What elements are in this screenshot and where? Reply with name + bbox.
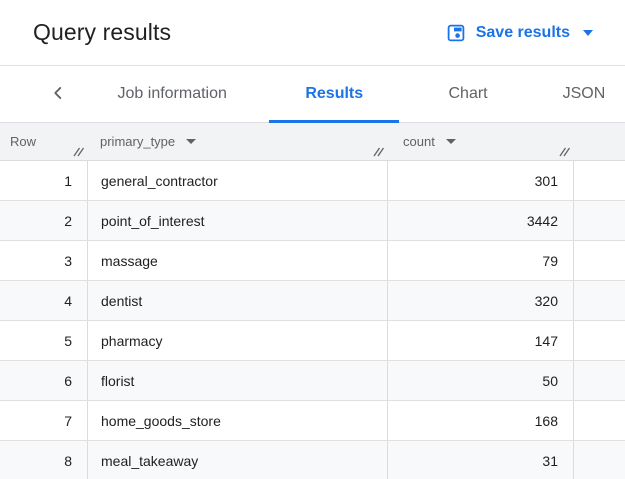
table-row: 1 general_contractor 301 xyxy=(0,161,625,201)
tab-label: Chart xyxy=(448,85,488,102)
count-cell: 50 xyxy=(387,361,573,400)
tab-bar: Job information Results Chart JSON xyxy=(0,66,625,123)
caret-down-icon xyxy=(445,139,456,144)
primary-type-cell: general_contractor xyxy=(87,161,387,200)
primary-type-cell: home_goods_store xyxy=(87,401,387,440)
filler-cell xyxy=(573,441,625,479)
row-number-cell: 6 xyxy=(64,372,72,389)
count-cell: 147 xyxy=(387,321,573,360)
row-number-cell: 5 xyxy=(64,332,72,349)
filler-cell xyxy=(573,281,625,320)
row-number-cell: 1 xyxy=(64,172,72,189)
count-cell: 168 xyxy=(387,401,573,440)
primary-type-cell: point_of_interest xyxy=(87,201,387,240)
column-label: count xyxy=(403,134,435,149)
row-number-cell: 3 xyxy=(64,252,72,269)
filler-cell xyxy=(573,241,625,280)
table-row: 6 florist 50 xyxy=(0,361,625,401)
row-number-cell: 8 xyxy=(64,452,72,469)
column-header-primary-type[interactable]: primary_type xyxy=(87,123,387,160)
back-button[interactable] xyxy=(40,66,75,122)
column-label: primary_type xyxy=(100,134,176,149)
primary-type-cell: massage xyxy=(87,241,387,280)
column-header-filler xyxy=(573,123,625,160)
column-header-row: Row xyxy=(0,123,87,160)
table-row: 3 massage 79 xyxy=(0,241,625,281)
primary-type-cell: florist xyxy=(87,361,387,400)
table-row: 8 meal_takeaway 31 xyxy=(0,441,625,479)
count-cell: 31 xyxy=(387,441,573,479)
count-cell: 301 xyxy=(387,161,573,200)
caret-down-icon xyxy=(583,29,593,36)
save-results-button[interactable]: Save results xyxy=(446,23,593,43)
filler-cell xyxy=(573,361,625,400)
tab-job-information[interactable]: Job information xyxy=(89,66,255,122)
filler-cell xyxy=(573,161,625,200)
tab-chart[interactable]: Chart xyxy=(419,66,517,122)
tab-label: Results xyxy=(305,85,364,102)
primary-type-cell: meal_takeaway xyxy=(87,441,387,479)
column-header-count[interactable]: count xyxy=(387,123,573,160)
page-title: Query results xyxy=(33,19,172,45)
column-resize-icon[interactable] xyxy=(73,146,85,157)
filler-cell xyxy=(573,401,625,440)
table-row: 2 point_of_interest 3442 xyxy=(0,201,625,241)
save-results-label: Save results xyxy=(475,23,570,41)
save-icon xyxy=(446,23,466,43)
tab-label: Job information xyxy=(117,85,227,102)
count-cell: 79 xyxy=(387,241,573,280)
filler-cell xyxy=(573,321,625,360)
column-resize-icon[interactable] xyxy=(373,146,385,157)
results-table-body: 1 general_contractor 301 2 point_of_inte… xyxy=(0,161,625,479)
table-row: 5 pharmacy 147 xyxy=(0,321,625,361)
tab-json[interactable]: JSON xyxy=(543,66,625,122)
count-cell: 320 xyxy=(387,281,573,320)
row-number-cell: 4 xyxy=(64,292,72,309)
primary-type-cell: pharmacy xyxy=(87,321,387,360)
tab-label: JSON xyxy=(562,85,606,102)
table-row: 7 home_goods_store 168 xyxy=(0,401,625,441)
count-cell: 3442 xyxy=(387,201,573,240)
title-bar: Query results Save results xyxy=(0,0,625,66)
table-row: 4 dentist 320 xyxy=(0,281,625,321)
results-table-header: Row primary_type count xyxy=(0,123,625,161)
row-number-cell: 2 xyxy=(64,212,72,229)
filler-cell xyxy=(573,201,625,240)
primary-type-cell: dentist xyxy=(87,281,387,320)
chevron-left-icon xyxy=(47,82,69,107)
tab-results[interactable]: Results xyxy=(269,66,400,123)
row-number-cell: 7 xyxy=(64,412,72,429)
column-resize-icon[interactable] xyxy=(559,146,571,157)
column-label: Row xyxy=(10,134,37,149)
caret-down-icon xyxy=(186,139,197,144)
